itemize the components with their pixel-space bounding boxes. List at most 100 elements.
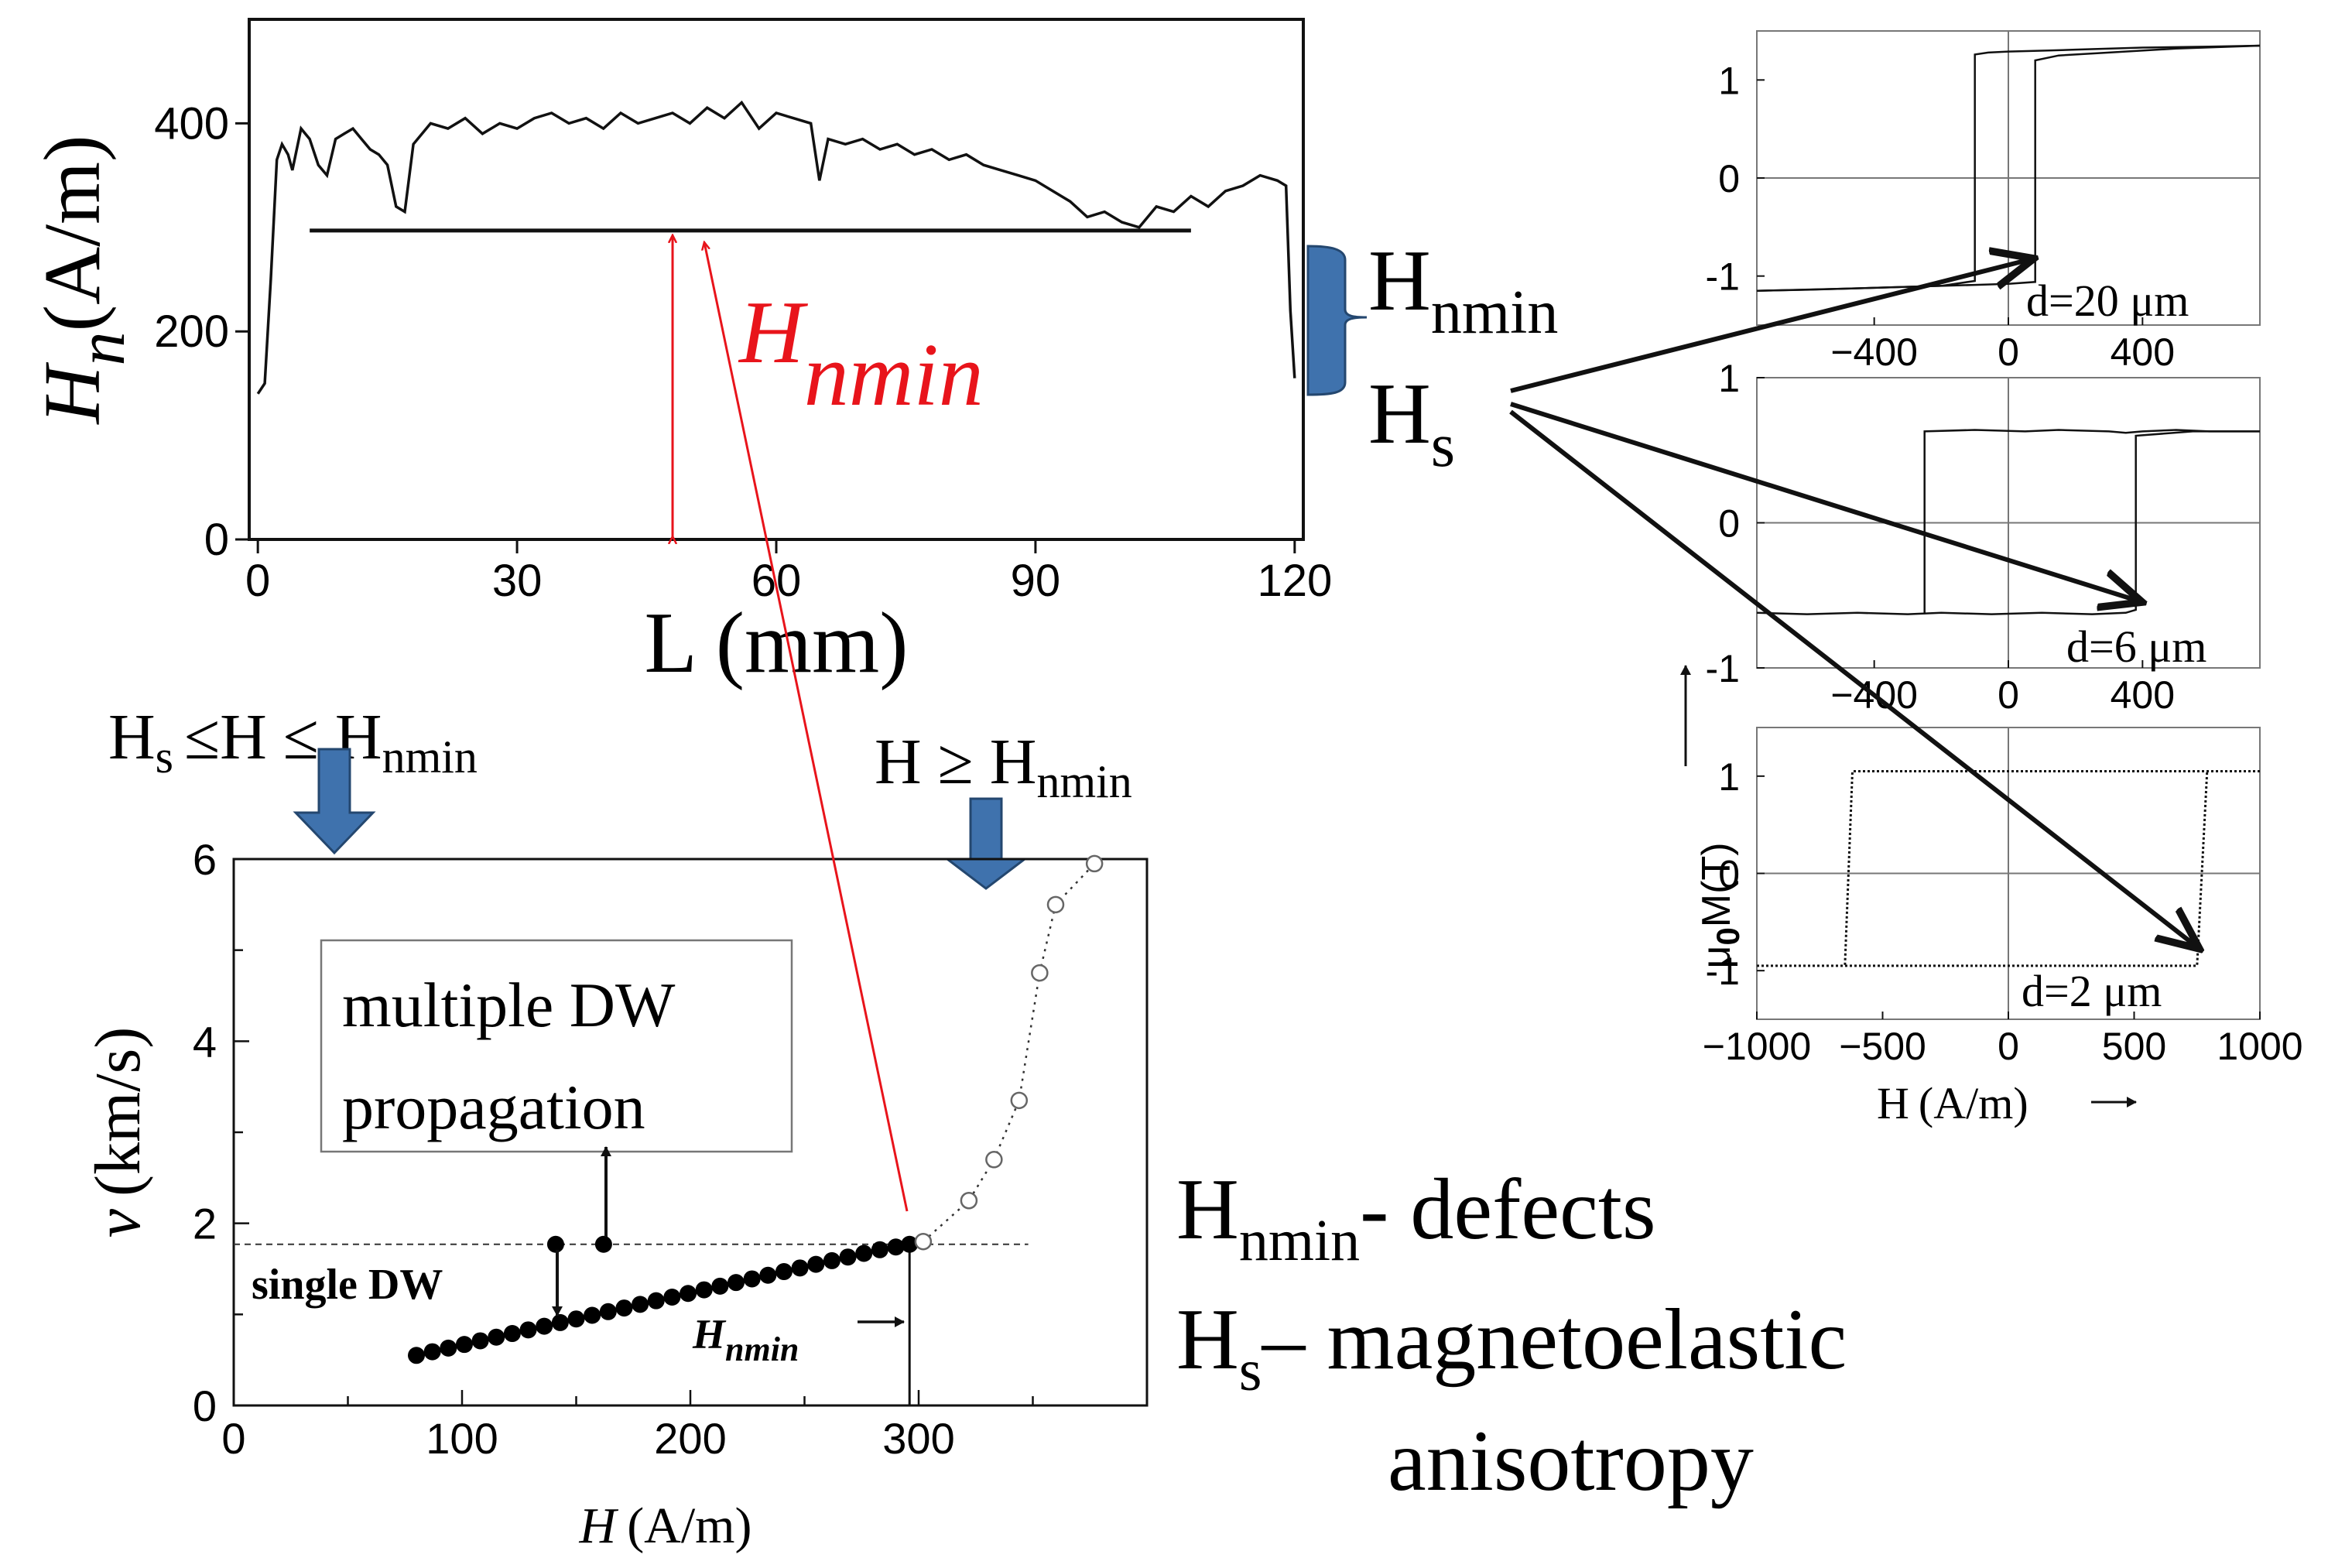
v-filled-point	[455, 1336, 473, 1354]
loop-y-tick-label: 1	[1718, 357, 1740, 400]
defects-h: H	[1176, 1162, 1239, 1258]
main-hnmin-label: Hnmin	[1368, 233, 1558, 347]
loop-y-tick-label: 0	[1718, 157, 1740, 200]
v-multiple-dw-dotted-line	[923, 863, 1096, 1243]
loop2-label: d=2 μm	[2022, 966, 2162, 1016]
loop-y-tick-label: 1	[1718, 755, 1740, 799]
v-open-point	[985, 1151, 1003, 1169]
loop-y-tick-label: 0	[1718, 853, 1740, 896]
v-open-point	[914, 1232, 933, 1251]
loop2-x-axis-units: (A/m)	[1919, 1078, 2028, 1128]
loop2-y-axis-subscript: 0	[1710, 927, 1746, 945]
v-x-tick-label: 200	[654, 1414, 726, 1463]
v-filled-point	[680, 1285, 697, 1303]
v-hnmin-label: Hnmin	[692, 1311, 799, 1368]
blue-down-arrow-left-icon	[293, 748, 376, 855]
loop-descending-curve	[1844, 770, 2260, 966]
v-data-points	[408, 854, 1104, 1364]
hn-x-tick-label: 30	[492, 556, 543, 606]
loop-y-tick-label: -1	[1706, 647, 1740, 690]
loop2-y-axis-title: μ0M(T)	[1694, 842, 1746, 968]
v-hnmin-subscript: nmin	[725, 1330, 799, 1368]
v-x-axis-title: H (A/m)	[579, 1498, 752, 1554]
main-hnmin-symbol: H	[1368, 233, 1431, 329]
hn-y-axis-subscript: n	[64, 332, 139, 366]
v-y-axis-title: v (km/s)	[82, 1027, 154, 1238]
v-open-point	[1010, 1091, 1029, 1110]
v-filled-point	[823, 1251, 840, 1269]
v-filled-point	[901, 1235, 919, 1253]
v-x-tick-labels: 0 100 200 300	[221, 1414, 954, 1463]
loop2-content: -1 0 1 −1000 −500 0 500 1000	[1703, 728, 2303, 1068]
loop2-x-axis-title: H (A/m)	[1877, 1078, 2028, 1128]
magnetoelastic-rest: – magnetoelastic	[1261, 1292, 1847, 1388]
main-hs-label: Hs	[1368, 366, 1455, 480]
loop-x-tick-label: −500	[1839, 1025, 1926, 1068]
v-open-point	[1031, 964, 1049, 982]
hn-tick-group	[235, 122, 1296, 553]
loop-x-tick-label: 0	[1998, 330, 2019, 374]
hn-minimum-annotation-subscript: nmin	[804, 326, 984, 425]
v-open-point	[1085, 854, 1104, 873]
v-x-tick-label: 0	[221, 1414, 245, 1463]
v-filled-point	[791, 1259, 809, 1277]
hn-y-tick-label: 200	[154, 306, 229, 357]
red-hnmin-connector-arrow	[704, 242, 909, 1212]
arrow-hs-to-2um	[1509, 409, 2200, 949]
loop2-y-axis-symbol: μ	[1694, 946, 1739, 969]
multiple-dw-label-line1: multiple DW	[342, 970, 676, 1040]
v-filled-point	[594, 1235, 612, 1253]
v-y-tick-labels: 0 2 4 6	[193, 835, 217, 1430]
v-open-point	[1046, 895, 1065, 914]
v-filled-point	[546, 1235, 564, 1253]
loop-y-tick-label: -1	[1706, 255, 1740, 299]
v-x-tick-label: 100	[426, 1414, 498, 1463]
v-y-tick-label: 0	[193, 1381, 217, 1430]
v-filled-point	[743, 1270, 761, 1288]
loop-y-tick-label: 0	[1718, 502, 1740, 546]
v-y-tick-label: 6	[193, 835, 217, 884]
hn-minimum-annotation-symbol: H	[738, 283, 808, 382]
v-filled-point	[536, 1317, 553, 1335]
loop-x-tick-label: −400	[1830, 330, 1918, 374]
v-filled-point	[647, 1292, 665, 1310]
loop-x-tick-label: 1000	[2217, 1025, 2302, 1068]
range-right-subscript: nmin	[1036, 756, 1131, 807]
single-dw-label: single DW	[252, 1261, 443, 1309]
hn-y-tick-labels: 0 200 400	[154, 98, 229, 565]
hn-y-axis-title: Hn(A/m)	[28, 135, 139, 425]
v-filled-point	[440, 1339, 457, 1357]
hn-y-tick-label: 400	[154, 98, 229, 149]
magnetoelastic-subscript: s	[1239, 1338, 1262, 1403]
v-y-axis-units: (km/s)	[82, 1027, 154, 1197]
v-x-axis-symbol: H	[579, 1498, 619, 1554]
range-left-hnmin-subscript: nmin	[382, 731, 478, 782]
magnetoelastic-h: H	[1176, 1292, 1239, 1388]
hn-plot-frame	[248, 18, 1305, 541]
range-label-left: Hs ≤H ≤ Hnmin	[108, 701, 478, 782]
v-x-axis-units: (A/m)	[627, 1498, 751, 1554]
anisotropy-text: anisotropy	[1388, 1413, 1754, 1509]
v-filled-point	[408, 1347, 425, 1364]
loop-panel-20um: -1 0 1 −400 0 400 d=20 μm	[1706, 30, 2261, 374]
v-filled-point	[423, 1343, 441, 1361]
v-filled-point	[839, 1248, 857, 1266]
v-filled-point	[711, 1277, 729, 1295]
v-y-tick-label: 2	[193, 1200, 217, 1248]
loop-panel-2um: -101−1000 −500 0 500 1000 d=2 μm H (A/m) μ0M(…	[1680, 665, 2303, 1128]
v-filled-point	[759, 1266, 777, 1284]
hn-x-tick-label: 120	[1257, 556, 1332, 606]
loop-x-tick-label: −1000	[1703, 1025, 1811, 1068]
svg-text:v(km/s): v (km/s)	[82, 1027, 154, 1238]
hn-series-line	[256, 100, 1296, 395]
main-hnmin-subscript: nmin	[1431, 279, 1558, 347]
loop-x-tick-label: 400	[2111, 673, 2175, 717]
hn-x-tick-labels: 0306090120	[245, 556, 1332, 606]
v-filled-point	[551, 1313, 569, 1331]
v-filled-point	[663, 1288, 681, 1306]
loop-x-tick-label: 0	[1998, 673, 2019, 717]
